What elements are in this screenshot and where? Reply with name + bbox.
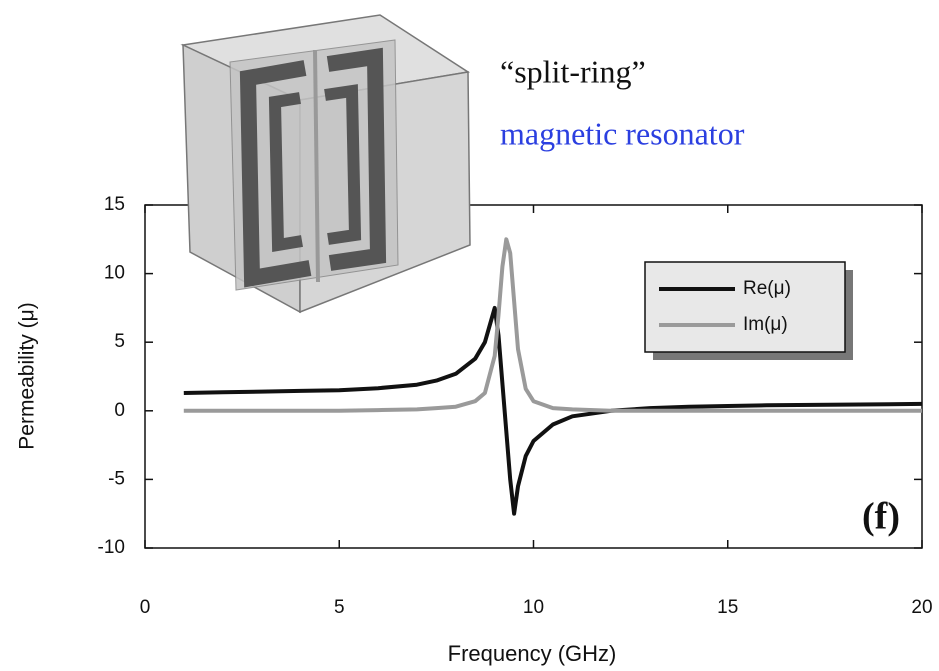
y-tick-label: 0	[114, 400, 125, 421]
y-tick-label: 10	[104, 263, 125, 284]
x-tick-label: 15	[717, 597, 738, 618]
y-tick-label: 5	[114, 331, 125, 352]
y-tick-label: 15	[104, 194, 125, 215]
legend-label: Im(μ)	[743, 314, 788, 335]
legend-box	[645, 262, 845, 352]
x-tick-label: 5	[334, 597, 345, 618]
inset-caption: “split-ring”	[500, 53, 646, 89]
y-axis-label: Permeability (μ)	[16, 302, 39, 449]
panel-label: (f)	[862, 496, 900, 538]
x-tick-label: 20	[911, 597, 932, 618]
y-tick-label: -10	[98, 537, 125, 558]
x-axis-label: Frequency (GHz)	[448, 641, 617, 666]
inset-illustration	[183, 15, 470, 312]
x-tick-label: 0	[140, 597, 151, 618]
legend-label: Re(μ)	[743, 278, 791, 299]
chart: Frequency (GHz) Permeability (μ) (f) -10…	[0, 0, 939, 671]
legend: Re(μ) Im(μ)	[645, 262, 853, 360]
inset-caption: magnetic resonator	[500, 115, 745, 151]
x-tick-label: 10	[523, 597, 544, 618]
y-tick-label: -5	[108, 468, 125, 489]
